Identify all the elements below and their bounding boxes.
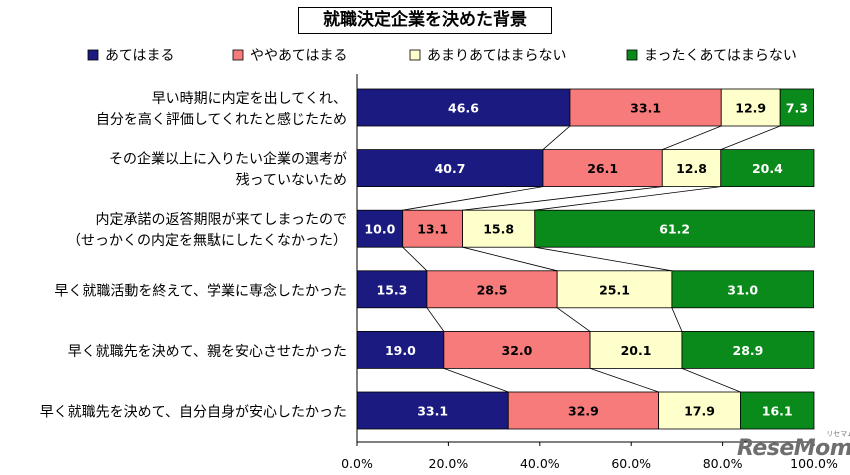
- category-label-2-1: （せっかくの内定を無駄にしたくなかった）: [67, 233, 347, 249]
- category-label-1-1: 残っていないため: [236, 173, 347, 189]
- bar-segment-3-3: [671, 270, 814, 309]
- connector-line-3-0: [426, 307, 445, 332]
- bar-segment-2-1: [402, 209, 463, 248]
- bar-segment-5-1: [507, 391, 660, 430]
- connector-line-2-1: [462, 246, 558, 272]
- connector-line-3-2: [671, 307, 683, 332]
- data-label-4-3: 28.9: [733, 343, 764, 358]
- data-label-5-3: 16.1: [762, 404, 793, 419]
- legend-swatch-0: [87, 49, 99, 61]
- x-tick-label-0: 0.0%: [341, 456, 373, 471]
- x-tick-label-4: 80.0%: [703, 456, 743, 471]
- data-label-5-0: 33.1: [417, 404, 448, 419]
- x-tick-label-3: 60.0%: [611, 456, 651, 471]
- data-label-4-2: 20.1: [621, 343, 652, 358]
- x-axis: 0.0% 20.0% 40.0% 60.0% 80.0% 100.0%: [341, 74, 838, 471]
- data-label-0-1: 33.1: [630, 101, 661, 116]
- bar-segment-1-1: [542, 149, 663, 188]
- bars: 46.6 33.1 12.9 7.3 40.7 26.1 12.8 20.4 10.0 13.1 1…: [356, 88, 815, 430]
- bar-segment-1-3: [720, 149, 815, 188]
- connector-line-4-1: [589, 368, 659, 393]
- category-labels: 早い時期に内定を出してくれ、自分を高く評価してくれたと感じたためその企業以上に入…: [40, 91, 347, 421]
- bar-segment-2-2: [462, 209, 536, 248]
- legend-swatch-2: [409, 49, 421, 61]
- connector-line-4-2: [681, 368, 741, 393]
- connector-line-1-2: [534, 186, 721, 211]
- bar-segment-1-2: [661, 149, 722, 188]
- legend-label-2: あまりあてはまらない: [427, 48, 566, 64]
- connector-line-0-1: [662, 125, 722, 150]
- legend: あてはまる ややあてはまる あまりあてはまらない まったくあてはまらない: [87, 48, 797, 64]
- bar-segment-4-1: [443, 330, 591, 369]
- category-label-4-0: 早く就職先を決めて、親を安心させたかった: [68, 344, 347, 360]
- data-label-2-2: 15.8: [483, 222, 514, 237]
- data-label-4-0: 19.0: [385, 343, 416, 358]
- data-label-0-3: 7.3: [786, 101, 808, 116]
- connector-line-1-1: [462, 186, 663, 211]
- connector-line-3-1: [556, 307, 591, 332]
- bar-segment-2-3: [534, 209, 815, 248]
- data-label-3-3: 31.0: [727, 282, 758, 297]
- data-label-5-2: 17.9: [684, 404, 715, 419]
- connector-line-0-0: [542, 125, 571, 150]
- data-label-1-3: 20.4: [752, 161, 783, 176]
- bar-segment-3-1: [426, 270, 558, 309]
- data-label-1-0: 40.7: [435, 161, 466, 176]
- category-label-1-0: その企業以上に入りたい企業の選考が: [109, 151, 347, 168]
- category-label-2-0: 内定承諾の返答期限が来てしまったので: [96, 211, 347, 228]
- data-label-0-0: 46.6: [448, 101, 479, 116]
- bar-segment-0-3: [779, 88, 814, 127]
- connector-lines: [402, 125, 781, 393]
- category-label-3-0: 早く就職活動を終えて、学業に専念したかった: [54, 282, 347, 299]
- data-label-2-0: 10.0: [364, 222, 395, 237]
- bar-segment-4-0: [356, 330, 445, 369]
- bar-segment-3-2: [556, 270, 673, 309]
- data-label-2-3: 61.2: [659, 222, 690, 237]
- connector-line-0-2: [720, 125, 781, 150]
- resemom-logo: ReseMomリセマム: [737, 430, 850, 461]
- bar-segment-3-0: [356, 270, 428, 309]
- legend-label-1: ややあてはまる: [250, 48, 347, 64]
- bar-segment-5-3: [740, 391, 815, 430]
- x-tick-label-5: 100.0%: [790, 456, 838, 471]
- legend-swatch-3: [626, 49, 638, 61]
- data-label-5-1: 32.9: [568, 404, 599, 419]
- legend-swatch-1: [232, 49, 244, 61]
- bar-segment-1-0: [356, 149, 544, 188]
- connector-line-2-2: [534, 246, 672, 272]
- category-label-0-0: 早い時期に内定を出してくれ、: [152, 91, 347, 107]
- chart-title: 就職決定企業を決めた背景: [298, 7, 552, 34]
- connector-line-2-0: [402, 246, 428, 272]
- data-label-3-0: 15.3: [377, 282, 408, 297]
- bar-segment-4-3: [681, 330, 815, 369]
- legend-label-3: まったくあてはまらない: [644, 48, 797, 64]
- data-label-1-2: 12.8: [676, 161, 707, 176]
- x-tick-label-1: 20.0%: [429, 456, 469, 471]
- connector-line-1-0: [402, 186, 544, 211]
- category-label-5-0: 早く就職先を決めて、自分自身が安心したかった: [40, 405, 347, 421]
- data-label-3-2: 25.1: [599, 282, 630, 297]
- legend-label-0: あてはまる: [105, 48, 174, 64]
- data-label-0-2: 12.9: [735, 101, 766, 116]
- x-tick-label-2: 40.0%: [520, 456, 560, 471]
- data-label-3-1: 28.5: [477, 282, 508, 297]
- category-label-0-1: 自分を高く評価してくれたと感じたため: [96, 111, 347, 128]
- connector-line-4-0: [443, 368, 509, 393]
- bar-segment-5-0: [356, 391, 509, 430]
- data-label-4-1: 32.0: [502, 343, 533, 358]
- data-label-2-1: 13.1: [417, 222, 448, 237]
- data-label-1-1: 26.1: [587, 161, 618, 176]
